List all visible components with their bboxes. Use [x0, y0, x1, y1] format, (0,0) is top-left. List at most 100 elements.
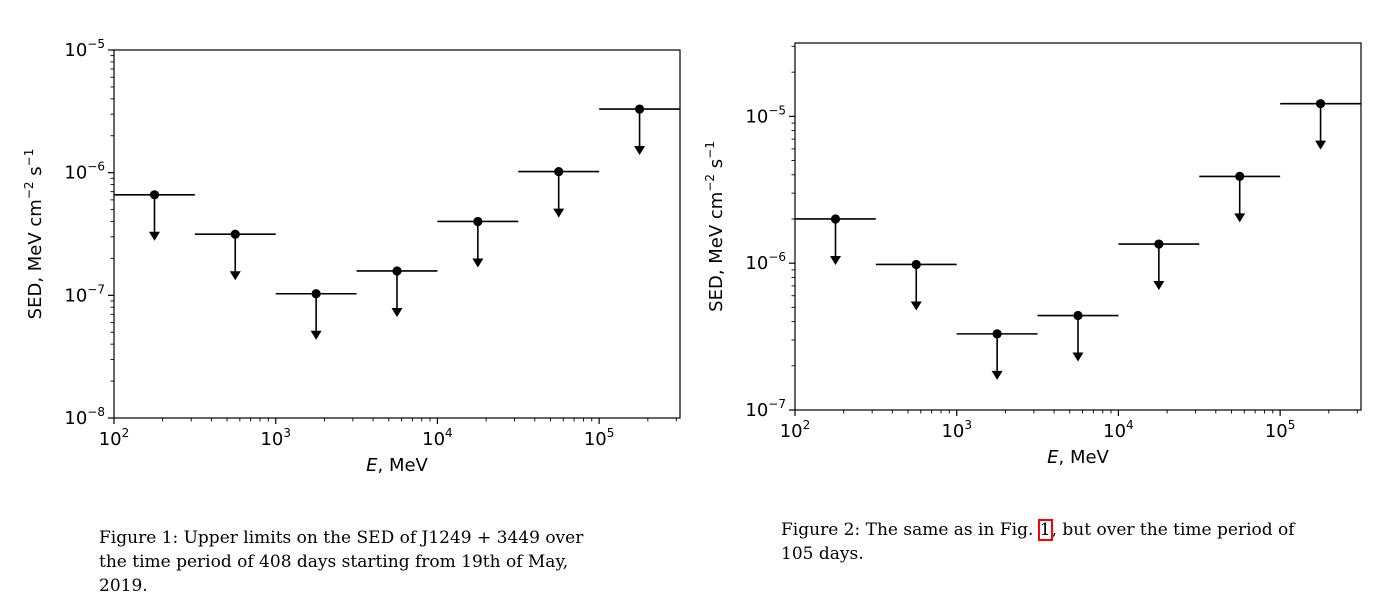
- y-tick-label: 10−6: [745, 250, 786, 274]
- data-point-marker: [149, 190, 160, 200]
- figure-1-caption: Figure 1: Upper limits on the SED of J12…: [99, 526, 599, 598]
- y-axis-label-exponent: −2: [703, 174, 717, 192]
- upper-limit-arrow-head: [553, 208, 565, 218]
- data-point-marker: [830, 214, 841, 224]
- upper-limit-arrow-head: [991, 370, 1003, 380]
- upper-limit-point: [194, 229, 276, 281]
- x-tick-label-base: 10: [584, 429, 607, 450]
- upper-limit-arrow-head: [229, 271, 241, 281]
- y-tick-label: 10−5: [64, 37, 105, 61]
- upper-limit-point: [275, 289, 357, 340]
- upper-limit-point: [956, 329, 1038, 380]
- x-tick-label-base: 10: [1265, 421, 1288, 442]
- upper-limit-arrow-head: [1153, 281, 1165, 291]
- y-tick-label-exponent: −5: [87, 37, 105, 51]
- upper-limit-arrow-head: [148, 231, 160, 241]
- x-tick-label-exponent: 5: [1288, 418, 1296, 432]
- x-tick-label-base: 10: [422, 429, 445, 450]
- x-tick-label-base: 10: [941, 421, 964, 442]
- y-tick-label-exponent: −6: [87, 160, 105, 174]
- y-tick-label-base: 10: [745, 253, 768, 274]
- upper-limit-point: [1118, 239, 1200, 291]
- x-axis-label-unit: , MeV: [378, 455, 429, 476]
- figure-2-caption-end: , but over the time period of 105 days.: [781, 520, 1295, 564]
- y-tick-label-base: 10: [64, 408, 87, 429]
- x-tick-label: 104: [1103, 418, 1134, 442]
- upper-limit-point: [356, 266, 438, 317]
- upper-limit-arrow-head: [1072, 352, 1084, 362]
- x-tick-label-base: 10: [260, 429, 283, 450]
- data-point-marker: [554, 167, 564, 177]
- upper-limit-point: [1280, 99, 1361, 150]
- x-tick-label: 102: [780, 418, 811, 442]
- x-axis-label-symbol: E: [366, 455, 378, 476]
- x-tick-label-exponent: 2: [122, 426, 130, 440]
- x-axis-label: E, MeV: [1047, 447, 1109, 468]
- upper-limit-point: [1199, 171, 1281, 223]
- upper-limit-arrow-head: [829, 255, 841, 265]
- figure-2: 102 103 104 105 10−7 10−6 10−5 E, MeV SED, MeV c…: [700, 0, 1397, 614]
- upper-limit-arrow-head: [391, 307, 403, 317]
- y-tick-label-exponent: −7: [768, 397, 786, 411]
- upper-limit-arrow-head: [1234, 213, 1246, 223]
- x-tick-label-base: 10: [780, 421, 803, 442]
- y-axis-label-second-unit: s: [706, 159, 727, 174]
- x-tick-label: 103: [260, 426, 291, 450]
- upper-limit-point: [1037, 310, 1119, 362]
- upper-limit-point: [114, 190, 195, 241]
- y-tick-label: 10−7: [64, 282, 105, 306]
- y-tick-label: 10−6: [64, 160, 105, 184]
- upper-limit-point: [518, 167, 600, 218]
- data-point-marker: [634, 104, 645, 114]
- upper-limit-point: [437, 216, 519, 268]
- data-point-marker: [1315, 99, 1326, 109]
- y-tick-label-exponent: −7: [87, 282, 105, 296]
- figure-1: 102 103 104 105 10−8 10−7 10−6 10−5 E, MeV SED, M…: [22, 37, 681, 598]
- y-tick-label: 10−5: [745, 103, 786, 127]
- x-tick-label-exponent: 3: [283, 426, 291, 440]
- y-axis-label-main: SED, MeV cm: [706, 192, 727, 312]
- y-axis-label: SED, MeV cm−2 s−1: [22, 149, 46, 320]
- upper-limit-point: [795, 214, 876, 265]
- data-point-marker: [1154, 239, 1164, 249]
- upper-limit-arrow-head: [910, 301, 922, 311]
- upper-limit-arrow-head: [634, 146, 646, 156]
- upper-limit-point: [875, 259, 957, 311]
- x-tick-label-exponent: 4: [445, 426, 453, 440]
- y-axis-label-exponent: −1: [22, 149, 36, 167]
- x-tick-label: 104: [422, 426, 453, 450]
- data-point-marker: [1235, 171, 1245, 182]
- y-tick-label-exponent: −6: [768, 250, 786, 264]
- x-tick-label: 103: [941, 418, 972, 442]
- y-tick-label-base: 10: [64, 163, 87, 184]
- figure-1-caption-text: Figure 1: Upper limits on the SED of J12…: [99, 528, 584, 596]
- x-axis-label-unit: , MeV: [1059, 447, 1110, 468]
- plot-frame: [113, 49, 681, 419]
- y-tick-label-base: 10: [745, 400, 768, 421]
- data-point-marker: [230, 229, 240, 239]
- data-point-marker: [992, 329, 1002, 339]
- figure-reference-link[interactable]: 1: [1037, 519, 1053, 541]
- plot-frame: [794, 42, 1362, 411]
- x-tick-label-exponent: 3: [964, 418, 972, 432]
- x-axis-label-symbol: E: [1047, 447, 1059, 468]
- y-axis-label-exponent: −2: [22, 181, 36, 199]
- x-tick-label: 105: [584, 426, 615, 450]
- x-tick-label-exponent: 2: [803, 418, 811, 432]
- x-axis-label: E, MeV: [366, 455, 428, 476]
- y-tick-label: 10−7: [745, 397, 786, 421]
- y-tick-label: 10−8: [64, 405, 105, 429]
- x-tick-label-exponent: 5: [607, 426, 615, 440]
- y-tick-label-base: 10: [64, 285, 87, 306]
- data-point-marker: [911, 259, 921, 270]
- upper-limit-arrow-head: [310, 330, 322, 340]
- y-tick-label-exponent: −5: [768, 103, 786, 117]
- upper-limit-arrow-head: [1315, 140, 1327, 150]
- data-point-marker: [311, 289, 321, 299]
- y-axis-label: SED, MeV cm−2 s−1: [703, 141, 727, 312]
- y-tick-label-base: 10: [745, 106, 768, 127]
- data-point-marker: [392, 266, 402, 276]
- y-tick-label-base: 10: [64, 40, 87, 61]
